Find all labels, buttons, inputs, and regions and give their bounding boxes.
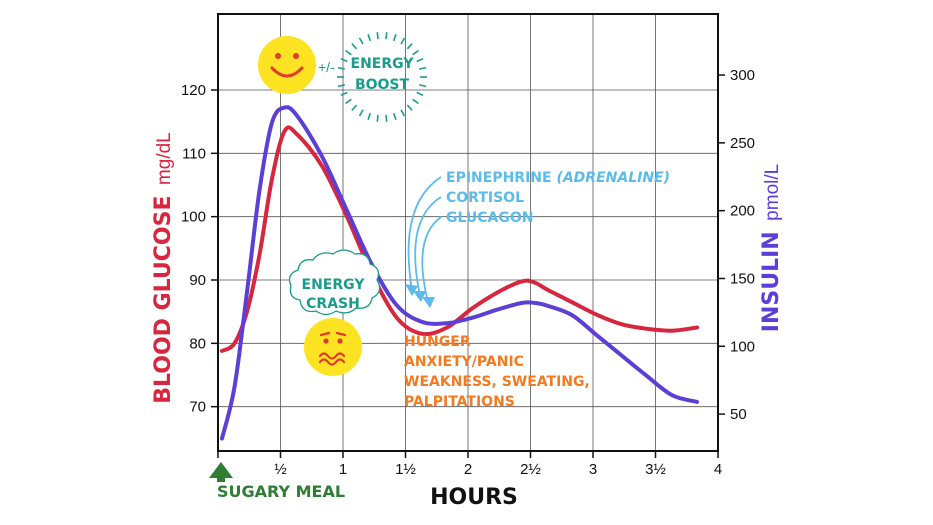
y-axis-left-ticks: 70 80 90 100 110 120 [181,82,218,416]
y-left-tick-label: 110 [182,145,206,162]
y-left-tick-label: 100 [181,209,206,226]
hormone-1: EPINEPHRINE (ADRENALINE) [446,170,670,186]
symptom-4: PALPITATIONS [404,394,515,410]
cloud-icon [288,249,381,316]
y-left-tick-label: 70 [189,399,206,416]
y-axis-left-title: BLOOD GLUCOSE mg/dL [151,132,176,403]
hormone-1-alias: (ADRENALINE) [556,170,670,186]
symptom-1: HUNGER [404,334,471,350]
glucose-line [220,125,699,353]
x-tick-label: 1½ [395,461,416,478]
burst-ray [400,109,406,117]
burst-ray [400,37,406,45]
y-right-tick-label: 200 [730,203,755,220]
hormone-annotation: EPINEPHRINE (ADRENALINE) CORTISOL GLUCAG… [405,170,670,308]
burst-ray [345,98,352,105]
y-axis-left-title-unit: mg/dL [154,132,175,185]
burst-ray [416,91,424,97]
burst-ray [376,114,379,122]
energy-boost-annotation: +/- ENERGY BOOST [318,32,427,122]
x-tick-label: 3½ [645,461,666,478]
symptom-3: WEAKNESS, SWEATING, [404,374,590,390]
burst-ray [358,37,364,45]
x-tick-label: 3 [589,461,597,478]
energy-crash-annotation: ENERGY CRASH [288,249,381,316]
x-tick-label: 4 [714,461,722,478]
x-tick-label: 1 [339,461,347,478]
y-axis-right-title: INSULIN pmol/L [759,164,784,332]
y-right-tick-label: 50 [730,406,747,423]
burst-ray [351,104,358,111]
meal-marker: SUGARY MEAL [209,462,345,501]
x-axis-ticks: ½ 1 1½ 2 2½ 3 3½ 4 [217,451,722,478]
insulin-line [220,105,699,441]
crash-line-2: CRASH [306,296,360,312]
burst-ray [419,66,427,70]
burst-ray [385,114,388,122]
hormone-arrows [407,176,442,303]
y-right-tick-label: 250 [730,135,755,152]
burst-ray [392,33,397,42]
boost-line-1: ENERGY [351,56,415,72]
symptom-2: ANXIETY/PANIC [404,354,524,370]
x-tick-label: 2 [464,461,472,478]
burst-ray [412,98,419,105]
crash-line-1: ENERGY [302,277,366,293]
burst-ray [406,104,413,111]
y-axis-left-title-main: BLOOD GLUCOSE [151,196,176,404]
meal-label: SUGARY MEAL [217,482,345,501]
burst-ray [337,66,345,70]
burst-ray [345,49,352,56]
y-left-tick-label: 90 [189,272,206,289]
burst-ray [351,43,358,50]
up-arrow-icon [209,462,233,482]
burst-ray [358,109,364,117]
burst-ray [340,91,348,97]
happy-face-icon [258,36,316,94]
arrow-heads-icon [405,284,435,308]
hormone-2: CORTISOL [446,190,524,206]
y-right-tick-label: 150 [730,270,755,287]
y-left-tick-label: 80 [189,335,206,352]
burst-ray [416,57,424,63]
burst-ray [367,112,372,121]
boost-line-2: BOOST [355,77,410,93]
sunburst-icon [337,32,427,122]
grid [218,14,718,451]
burst-ray [376,32,379,40]
x-tick-label: 2½ [520,461,541,478]
hormone-3: GLUCAGON [446,210,534,226]
burst-ray [412,49,419,56]
burst-ray [340,57,348,63]
boost-prefix: +/- [318,59,335,75]
y-right-tick-label: 100 [730,338,755,355]
y-axis-right-title-main: INSULIN [759,231,784,332]
burst-ray [406,43,413,50]
burst-ray [367,33,372,42]
symptoms-annotation: HUNGER ANXIETY/PANIC WEAKNESS, SWEATING,… [404,334,590,410]
anxious-face-icon [304,318,362,376]
y-axis-right-ticks: 50 100 150 200 250 300 [718,67,755,423]
burst-ray [419,84,427,88]
burst-ray [392,112,397,121]
y-right-tick-label: 300 [730,67,755,84]
burst-ray [337,84,345,88]
x-tick-label: ½ [274,461,287,478]
burst-ray [385,32,388,40]
y-axis-right-title-unit: pmol/L [762,164,783,221]
y-left-tick-label: 120 [181,82,206,99]
hormone-1-name: EPINEPHRINE [446,170,556,186]
x-axis-title: HOURS [430,485,518,510]
series-lines [220,105,699,441]
